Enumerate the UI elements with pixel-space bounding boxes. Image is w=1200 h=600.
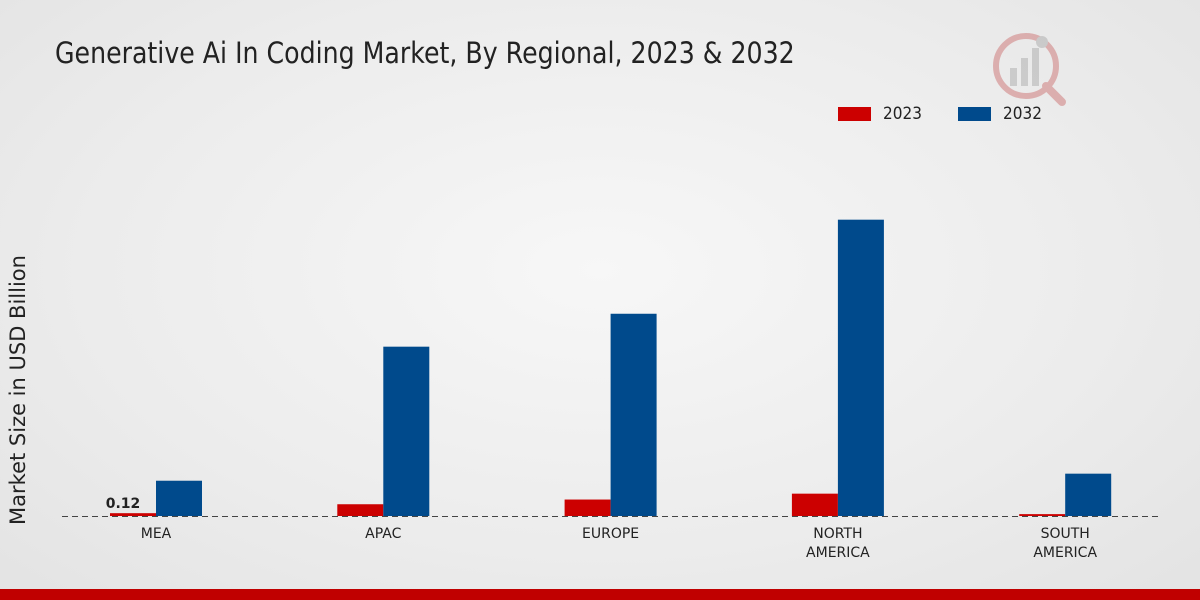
data-label-2023-mea: 0.12 (106, 496, 141, 512)
bar-2023-south-america (1019, 514, 1066, 516)
bar-2032-mea (156, 480, 202, 516)
x-tick-label-north-america-line1: NORTH (813, 526, 862, 542)
legend-item-2032: 2032 (958, 104, 1046, 124)
logo-icon (993, 33, 1066, 106)
x-tick-label-apac: APAC (365, 526, 401, 542)
x-tick-label-europe: EUROPE (582, 526, 639, 542)
bottom-accent-bar (0, 589, 1200, 600)
x-tick-label-south-america-line2: AMERICA (1033, 545, 1097, 561)
bar-2023-apac (337, 504, 384, 516)
bar-2023-north-america (791, 493, 838, 516)
bar-2032-europe (610, 313, 657, 516)
bar-2023-mea (110, 513, 156, 516)
legend-swatch-2023 (838, 107, 871, 121)
legend-label-2023: 2023 (883, 104, 922, 124)
x-tick-label-mea: MEA (141, 526, 172, 542)
chart-title: Generative Ai In Coding Market, By Regio… (55, 36, 795, 70)
legend-label-2032: 2032 (1003, 104, 1042, 124)
bar-2023-europe (564, 499, 611, 516)
bar-2032-apac (383, 346, 430, 516)
legend-swatch-2032 (958, 107, 991, 121)
x-tick-label-north-america-line2: AMERICA (806, 545, 870, 561)
x-tick-label-south-america-line1: SOUTH (1041, 526, 1090, 542)
bar-2032-south-america (1065, 473, 1112, 516)
legend-item-2023: 2023 (838, 104, 926, 124)
bar-2032-north-america (837, 219, 884, 517)
